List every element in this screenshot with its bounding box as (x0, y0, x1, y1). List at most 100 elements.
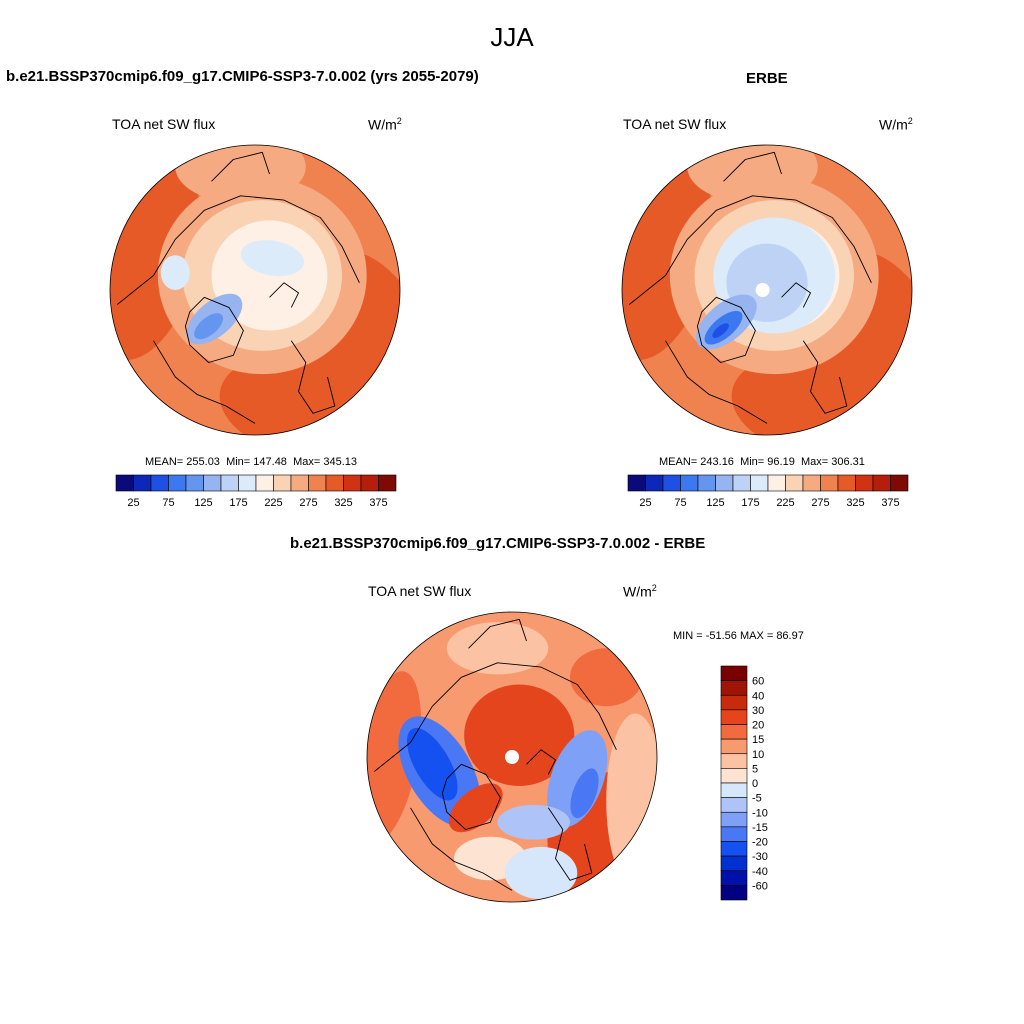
units-label-difference: W/m2 (623, 583, 657, 600)
colorbar-tick-label: 15 (752, 734, 764, 746)
colorbar-tick-label: 175 (229, 497, 247, 509)
colorbar-swatch (720, 870, 748, 886)
colorbar-tick-label: -20 (752, 837, 768, 849)
colorbar-swatch (720, 665, 748, 681)
colorbar-tick-label: -5 (752, 793, 762, 805)
coastline-eurasia-north (374, 662, 617, 772)
coastline-bering (211, 151, 270, 182)
coastline-svalbard (269, 282, 299, 308)
stats-model: MEAN= 255.03 Min= 147.48 Max= 345.13 (145, 456, 357, 468)
variable-label-erbe: TOA net SW flux (623, 116, 727, 132)
field-region (504, 846, 578, 900)
main-title: JJA (490, 22, 534, 52)
stats-difference: MIN = -51.56 MAX = 86.97 (673, 630, 804, 642)
field-region (160, 255, 190, 290)
field-region (240, 240, 304, 277)
coastline-scandinavia (547, 807, 593, 881)
coastline-eurasia-north (629, 195, 872, 305)
variable-label-model: TOA net SW flux (112, 116, 216, 132)
field-region (570, 768, 599, 819)
colorbar-tick-label: 25 (639, 497, 651, 509)
colorbar-tick-label: 30 (752, 705, 764, 717)
colorbar-tick-label: 5 (752, 763, 758, 775)
coastline-greenland (696, 296, 756, 363)
coastline-bering (723, 151, 782, 182)
coastline-scandinavia (290, 340, 336, 414)
coastline-bering (468, 618, 527, 649)
colorbar-swatch (720, 694, 748, 711)
field-region (406, 728, 458, 801)
coastline-north-america (665, 340, 768, 424)
colorbar-swatch (720, 709, 748, 725)
variable-label-difference: TOA net SW flux (368, 583, 472, 599)
coastline-svalbard (781, 282, 811, 308)
coastline-greenland (441, 763, 501, 830)
coastline-north-america (410, 807, 513, 891)
colorbar-swatch (720, 680, 748, 696)
colorbar-tick-label: 325 (846, 497, 864, 509)
coastline-north-america (153, 340, 256, 424)
colorbar-tick-label: 10 (752, 749, 764, 761)
colorbar-tick-label: -15 (752, 822, 768, 834)
colorbar-swatch (890, 474, 909, 492)
colorbar-swatch (720, 782, 748, 798)
colorbar-swatch (720, 855, 748, 872)
pole-hole (755, 283, 770, 297)
units-label-erbe: W/m2 (879, 116, 913, 133)
colorbar-tick-label: 20 (752, 720, 764, 732)
colorbar-tick-label: 225 (776, 497, 794, 509)
colorbar-swatch (720, 826, 748, 842)
colorbar-swatch (720, 738, 748, 755)
colorbar-tick-label: 275 (299, 497, 317, 509)
colorbar-swatch (720, 768, 748, 784)
field-region (464, 684, 575, 786)
colorbar-tick-label: 60 (752, 676, 764, 688)
field-region (448, 783, 503, 833)
colorbar-tick-label: 75 (674, 497, 686, 509)
colorbar-tick-label: -10 (752, 807, 768, 819)
colorbar-swatch (720, 841, 748, 857)
colorbar-swatch (378, 474, 397, 492)
coastline-svalbard (526, 749, 556, 775)
colorbar-swatch (720, 724, 748, 740)
colorbar-tick-label: 25 (127, 497, 139, 509)
map-border (109, 144, 401, 436)
panel-title-model: b.e21.BSSP370cmip6.f09_g17.CMIP6-SSP3-7.… (6, 68, 479, 85)
colorbar-tick-label: -40 (752, 866, 768, 878)
map-border (366, 611, 658, 903)
colorbar-tick-label: 125 (706, 497, 724, 509)
coastline-greenland (184, 296, 244, 363)
stats-erbe: MEAN= 243.16 Min= 96.19 Max= 306.31 (659, 456, 865, 468)
coastline-eurasia-north (117, 195, 360, 305)
colorbar-tick-label: 375 (369, 497, 387, 509)
colorbar-tick-label: 275 (811, 497, 829, 509)
field-region (194, 313, 224, 340)
field-region (712, 323, 729, 338)
colorbar-tick-label: 125 (194, 497, 212, 509)
colorbar-tick-label: -30 (752, 851, 768, 863)
coastline-scandinavia (802, 340, 848, 414)
colorbar-tick-label: 325 (334, 497, 352, 509)
colorbar-swatch (720, 797, 748, 813)
colorbar-swatch (720, 811, 748, 828)
colorbar-tick-label: 225 (264, 497, 282, 509)
colorbar-swatch (720, 753, 748, 769)
colorbar-tick-label: 375 (881, 497, 899, 509)
units-label-model: W/m2 (368, 116, 402, 133)
panel-title-difference: b.e21.BSSP370cmip6.f09_g17.CMIP6-SSP3-7.… (290, 535, 706, 552)
colorbar-tick-label: 0 (752, 778, 758, 790)
colorbar-tick-label: 75 (162, 497, 174, 509)
map-border (621, 144, 913, 436)
colorbar-tick-label: -60 (752, 880, 768, 892)
field-region (446, 622, 549, 675)
colorbar-tick-label: 40 (752, 690, 764, 702)
colorbar-swatch (720, 885, 748, 901)
panel-title-erbe: ERBE (746, 70, 788, 87)
colorbar-tick-label: 175 (741, 497, 759, 509)
